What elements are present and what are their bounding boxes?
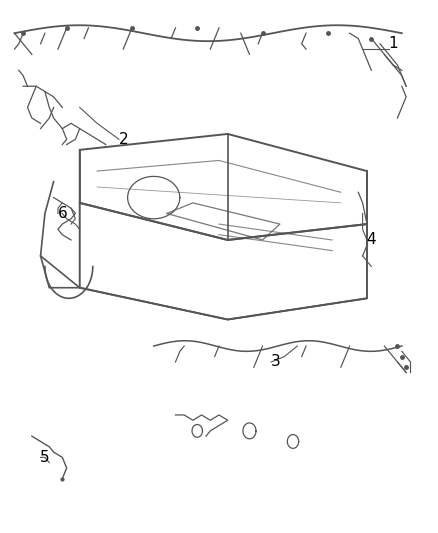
Text: 6: 6 xyxy=(57,206,67,221)
Text: 1: 1 xyxy=(388,36,398,51)
Text: 5: 5 xyxy=(40,450,50,465)
Text: 4: 4 xyxy=(367,232,376,247)
Text: 3: 3 xyxy=(271,354,280,369)
Text: 2: 2 xyxy=(118,132,128,147)
